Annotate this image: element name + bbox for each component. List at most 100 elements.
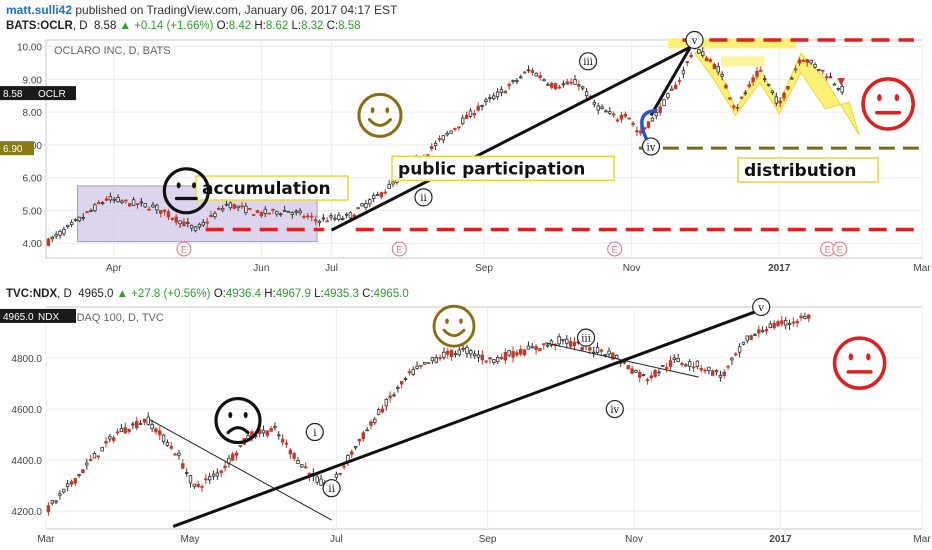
candle-body: [263, 208, 267, 214]
candle-body: [778, 100, 782, 104]
author-username[interactable]: matt.sulli42: [6, 3, 73, 17]
ndx-interval: D: [63, 288, 72, 300]
candle-body: [182, 221, 186, 227]
candle-body: [568, 340, 573, 347]
candle-body: [724, 84, 728, 89]
candle-body: [313, 219, 318, 222]
candle-body: [492, 359, 496, 363]
candle-body: [635, 130, 639, 133]
happy-face-icon-face: [357, 92, 403, 138]
candle-body: [787, 323, 792, 325]
candle-body: [828, 76, 833, 79]
candle-body: [751, 77, 755, 82]
happy-face-icon-eye-left: [370, 107, 375, 114]
public-participation-label-text: public participation: [398, 159, 585, 179]
candle-body: [484, 360, 488, 363]
candle-body: [730, 357, 734, 361]
candle-body: [542, 343, 546, 346]
yellow-pattern-label-1: [667, 38, 797, 49]
candle-body: [795, 320, 799, 324]
candle-body: [588, 347, 592, 351]
candle-body: [146, 416, 150, 425]
candle-body: [468, 110, 473, 117]
candle-body: [565, 338, 569, 344]
ndx-symbol: TVC:NDX: [6, 288, 58, 300]
ndx-open-label: O:: [213, 288, 226, 300]
ndx-high-label: H:: [264, 288, 276, 300]
candle-body: [321, 217, 326, 220]
candle-body: [577, 84, 581, 87]
candle-body: [111, 437, 116, 441]
ocl-close: 8.58: [338, 20, 361, 32]
neutral-face-black-icon-eye-right: [192, 182, 197, 189]
candle-body: [776, 321, 780, 327]
accumulation-label-text: accumulation: [202, 179, 331, 199]
ocl-symbol: BATS:OCLR: [6, 20, 73, 32]
candle-body: [430, 357, 435, 362]
ocl-low-label: L:: [291, 20, 302, 32]
candle-body: [584, 91, 589, 97]
candle-body: [169, 446, 173, 449]
candle-body: [116, 197, 120, 202]
candle-body: [85, 462, 89, 466]
candle-body: [162, 209, 167, 212]
candle-body: [670, 88, 674, 91]
chart-panel-ndx: 4800.0 4600.0 4400.0 4200.0 Mar May Jul Sep Nov 2…: [0, 297, 931, 545]
earnings-marker: [176, 241, 192, 257]
y-tick-label: 4400.0: [11, 456, 42, 467]
candle-body: [62, 488, 66, 493]
candle-body: [507, 350, 511, 356]
happy-face-icon-eye-right: [385, 107, 390, 114]
ocl-high-label: H:: [254, 20, 266, 32]
candle-body: [244, 205, 248, 213]
ocl-price-tag-0-symbol: OCLR: [38, 89, 66, 100]
wave-circle-ocl-4: [685, 30, 704, 50]
candle-body: [534, 72, 538, 77]
candle-body: [142, 418, 147, 423]
sad-face-icon-mouth: [226, 426, 250, 435]
candle-body: [399, 380, 404, 385]
candle-body: [296, 460, 300, 464]
candle-body: [170, 217, 175, 220]
candle-body: [757, 329, 761, 334]
candle-body: [600, 106, 604, 109]
candle-body: [240, 205, 244, 208]
candle-body: [135, 203, 140, 206]
candle-body: [615, 354, 619, 359]
chart-panel-ocl: 10.009.008.007.006.005.004.00AprJunJulSe…: [0, 30, 931, 274]
candle-body: [85, 211, 89, 213]
candle-body: [81, 216, 85, 219]
candle-body: [522, 349, 527, 356]
candle-body: [666, 93, 670, 98]
candle-body: [760, 330, 765, 333]
candle-body: [809, 59, 813, 64]
candle-body: [522, 71, 527, 74]
candle-body: [234, 452, 239, 456]
candle-body: [419, 364, 423, 367]
candle-body: [174, 216, 178, 223]
candle-body: [251, 214, 256, 216]
candle-body: [303, 466, 308, 469]
earnings-marker: [391, 241, 407, 257]
candle-body: [383, 191, 387, 194]
candle-body: [207, 476, 212, 481]
happy-face-icon-eye-left: [445, 318, 449, 324]
candle-body: [772, 322, 776, 329]
candle-body: [645, 379, 650, 382]
y-tick-label: 4800.0: [11, 354, 42, 365]
candle-body: [465, 347, 469, 354]
candle-body: [530, 346, 534, 349]
candle-body: [211, 473, 216, 477]
chart-title: NASDAQ 100, D, TVC: [54, 312, 164, 324]
candle-body: [519, 348, 523, 355]
candle-body: [612, 113, 616, 116]
wave-circle-ndx-1: [322, 479, 341, 498]
candle-body: [426, 362, 431, 364]
earnings-marker-label: E: [612, 245, 618, 255]
candle-body: [100, 202, 105, 205]
wave-label: v: [757, 303, 764, 314]
candle-body: [580, 346, 584, 351]
ocl-low: 8.32: [301, 20, 324, 32]
ndx-low: 4935.3: [323, 288, 359, 300]
